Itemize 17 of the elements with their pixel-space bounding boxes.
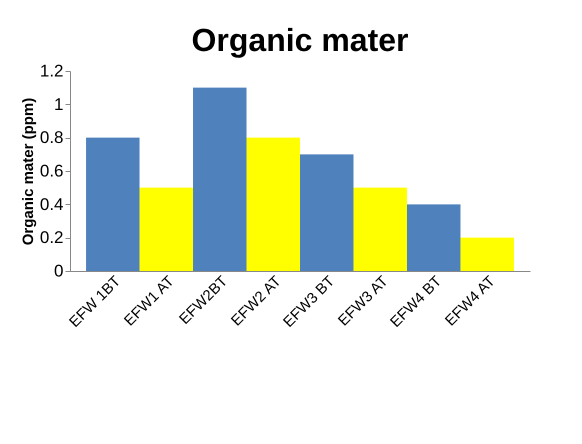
y-axis-title: Organic mater (ppm) — [20, 98, 37, 246]
y-tick-label: 0.8 — [40, 128, 64, 148]
y-tick-label: 0.4 — [40, 194, 64, 214]
bar — [406, 204, 460, 271]
bar — [193, 88, 247, 271]
y-tick-label: 0.2 — [40, 228, 64, 248]
bar — [140, 188, 194, 271]
y-tick-label: 0.6 — [40, 162, 64, 180]
y-tick-label: 0 — [54, 262, 64, 280]
bar — [353, 188, 407, 271]
y-tick-label: 1 — [54, 94, 64, 114]
bar — [300, 154, 354, 271]
bar — [246, 138, 300, 271]
bar — [460, 238, 514, 271]
bar — [86, 138, 140, 271]
y-tick-label: 1.2 — [40, 62, 64, 80]
chart-title: Organic mater — [192, 22, 408, 58]
